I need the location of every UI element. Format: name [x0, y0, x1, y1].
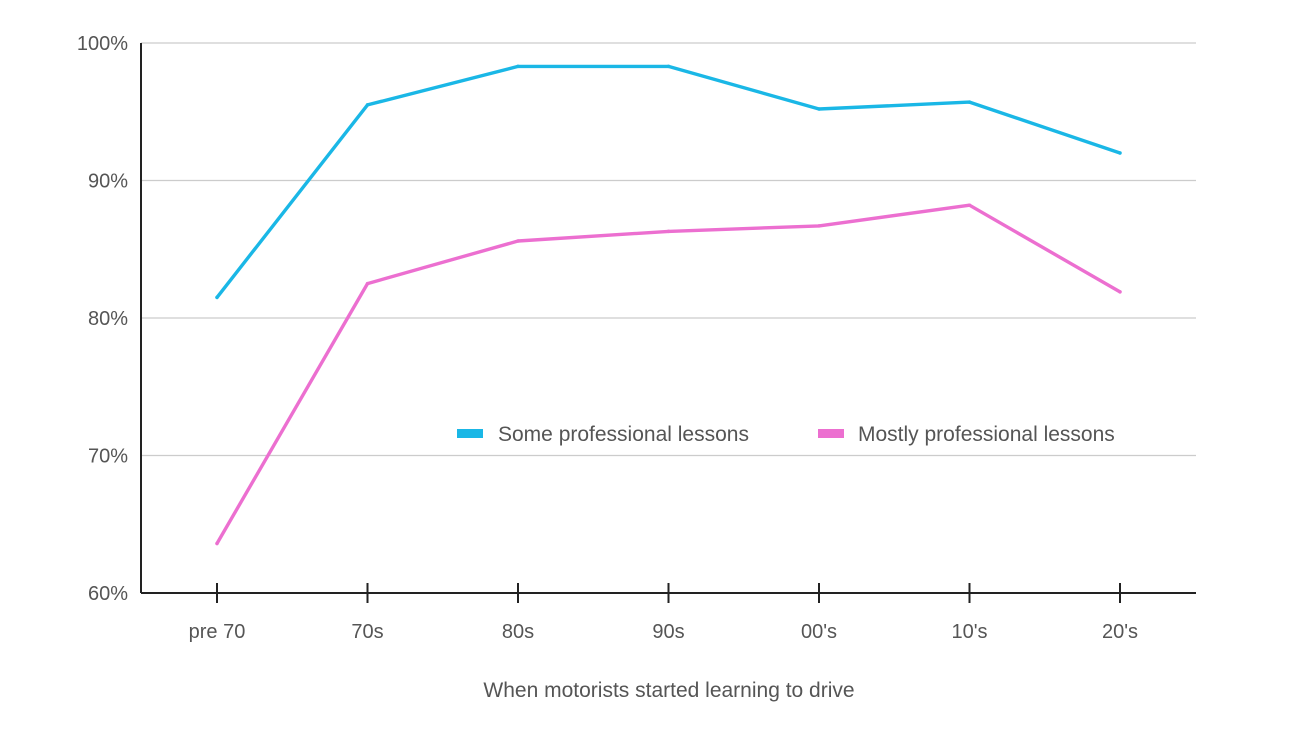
- x-axis-title: When motorists started learning to drive: [483, 679, 854, 702]
- x-axis: pre 70 70s 80s 90s 00's 10's 20's: [141, 583, 1196, 643]
- data-point: [215, 295, 219, 300]
- x-tick-label: 00's: [801, 621, 837, 643]
- data-point: [967, 203, 972, 207]
- legend-label: Some professional lessons: [498, 423, 749, 446]
- data-point: [215, 541, 219, 546]
- x-tick-label: 80s: [502, 621, 534, 643]
- data-point: [666, 229, 671, 234]
- data-point: [365, 103, 370, 107]
- legend-swatch: [457, 429, 483, 438]
- data-point: [516, 64, 520, 69]
- series-line-2: [215, 203, 1122, 546]
- data-point: [817, 224, 821, 228]
- x-tick-label: 20's: [1102, 621, 1138, 643]
- legend-item-2: Mostly professional lessons: [818, 423, 1115, 446]
- x-tick-label: 90s: [652, 621, 684, 643]
- data-point: [1118, 151, 1122, 155]
- legend-item-1: Some professional lessons: [457, 423, 749, 446]
- y-tick-label: 80%: [88, 308, 128, 330]
- series-lines: [215, 64, 1122, 546]
- y-tick-label: 90%: [88, 171, 128, 193]
- legend: Some professional lessons Mostly professi…: [457, 423, 1115, 446]
- x-tick-label: 70s: [351, 621, 383, 643]
- data-point: [817, 107, 821, 111]
- data-point: [967, 100, 972, 104]
- y-tick-label: 100%: [77, 33, 128, 55]
- data-point: [516, 239, 520, 243]
- legend-swatch: [818, 429, 844, 438]
- gridlines: [141, 42, 1196, 457]
- y-axis: 60% 70% 80% 90% 100%: [77, 33, 142, 605]
- x-tick-label: pre 70: [189, 621, 246, 643]
- series-line-1: [215, 64, 1122, 300]
- data-point: [365, 281, 370, 286]
- y-tick-label: 70%: [88, 446, 128, 468]
- data-point: [666, 64, 671, 69]
- y-tick-label: 60%: [88, 583, 128, 605]
- x-tick-label: 10's: [951, 621, 987, 643]
- legend-label: Mostly professional lessons: [858, 423, 1115, 446]
- data-point: [1118, 290, 1122, 294]
